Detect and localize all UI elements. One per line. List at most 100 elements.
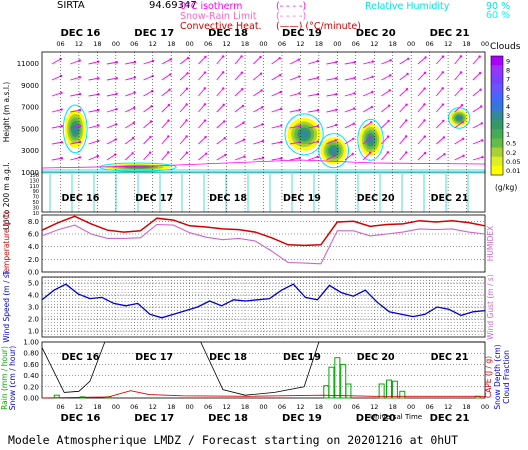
y-tick-label: 0.80 <box>23 350 39 358</box>
day-label: DEC 20 <box>357 352 395 363</box>
wind-arrow-head <box>148 151 152 154</box>
wind-arrow <box>124 137 134 145</box>
wind-arrow-head <box>185 119 188 122</box>
wind-arrow-head <box>353 61 356 64</box>
station-coords: 94.69347 <box>149 0 197 11</box>
station-name: SIRTA <box>57 0 85 11</box>
day-label: DEC 17 <box>135 193 173 204</box>
wind-arrow <box>326 139 336 145</box>
wind-arrow <box>179 136 187 145</box>
colorbar-swatch <box>491 83 503 94</box>
colorbar-tick: 5 <box>506 94 510 102</box>
wind-arrow-head <box>78 109 82 112</box>
wind-arrow-head <box>280 157 283 160</box>
hour-label: 12 <box>222 403 230 411</box>
wind-arrow <box>417 57 426 65</box>
hour-label: 12 <box>149 40 157 48</box>
wind-arrow <box>51 109 62 113</box>
hour-label: 06 <box>204 40 212 48</box>
wind-arrow <box>179 104 187 113</box>
wind-arrow <box>417 120 425 129</box>
wind-speed-line <box>41 283 486 319</box>
rain-bar <box>378 383 385 399</box>
colorbar-tick: 6 <box>506 85 510 93</box>
cloud-y-label: Height (m a.s.l.) <box>2 82 11 143</box>
wind-arrow <box>362 121 372 129</box>
y-tick-label-low: 70 <box>33 195 39 201</box>
wind-arrow <box>88 125 99 129</box>
wind-arrow-head <box>279 90 282 94</box>
hour-label: 00 <box>259 403 267 411</box>
hour-label: 00 <box>186 403 194 411</box>
wind-arrow <box>289 157 300 161</box>
wind-arrow-head <box>480 122 483 125</box>
colorbar-swatch <box>491 101 503 112</box>
wind-arrow-head <box>97 76 100 80</box>
wind-arrow-head <box>478 55 481 58</box>
colorbar-tick: 2 <box>506 121 510 129</box>
wind-arrow-head <box>115 76 118 80</box>
hour-label: 12 <box>75 40 83 48</box>
wind-arrow <box>344 92 355 97</box>
colorbar-swatch <box>491 156 503 167</box>
wind-arrow-head <box>386 151 390 154</box>
wind-arrow-head <box>133 106 136 109</box>
wind-arrow-head <box>369 136 372 139</box>
legend-label: 0°C isotherm <box>180 1 242 12</box>
wind-arrow <box>399 58 409 65</box>
hour-label: 12 <box>296 403 304 411</box>
wind-arrow <box>454 56 462 65</box>
wind-arrow <box>253 90 262 97</box>
wind-arrow <box>399 136 407 145</box>
wind-arrow <box>472 72 481 81</box>
wind-arrow <box>216 121 225 129</box>
colorbar-swatch <box>491 165 503 176</box>
wind-arrow-head <box>223 136 227 140</box>
wind-arrow <box>198 136 206 145</box>
humidity-contour <box>357 118 384 161</box>
wind-arrow <box>125 107 135 113</box>
wind-arrow-head <box>149 135 152 139</box>
wind-arrow-head <box>280 140 283 144</box>
wind-arrow <box>234 156 245 161</box>
y-tick-label: 4.0 <box>28 292 39 300</box>
wind-arrow <box>161 74 171 81</box>
wind-arrow-head <box>423 135 426 138</box>
cloud-fraction-y-label: Cloud Fraction <box>502 350 511 404</box>
wind-arrow <box>289 141 300 145</box>
legend-sample: (——) (°C/minute) <box>276 21 361 32</box>
hour-label: 06 <box>278 403 286 411</box>
wind-arrow <box>289 76 300 81</box>
y-tick-label: 2.0 <box>28 316 39 324</box>
day-label: DEC 19 <box>283 193 321 204</box>
rain-bar <box>345 383 352 399</box>
day-label: DEC 16 <box>60 28 100 39</box>
wind-arrow-head <box>279 73 282 77</box>
wind-arrow-head <box>78 92 82 96</box>
wind-arrow <box>234 105 244 113</box>
wind-arrow <box>472 106 482 113</box>
wind-arrow-head <box>78 156 82 159</box>
wind-arrow <box>143 60 154 65</box>
wind-arrow <box>253 106 263 113</box>
wind-arrow-head <box>132 121 135 125</box>
wind-arrow-head <box>298 125 301 128</box>
wind-arrow-head <box>461 137 465 141</box>
wind-arrow-head <box>204 152 208 155</box>
colorbar-tick: 0.2 <box>506 149 516 157</box>
wind-arrow <box>308 60 318 65</box>
legend-sample: (- - - -) <box>276 1 306 12</box>
wind-arrow <box>344 61 355 65</box>
wind-arrow-head <box>442 136 446 139</box>
rain-bar <box>334 357 341 399</box>
temp-bg <box>42 215 485 272</box>
wind-arrow-head <box>60 91 63 94</box>
wind-arrow <box>70 109 81 113</box>
wind-arrow-head <box>461 120 464 124</box>
precip-bg <box>42 342 485 398</box>
wind-arrow <box>454 138 464 145</box>
wind-arrow <box>271 125 282 129</box>
wind-arrow-head <box>97 93 100 96</box>
wind-arrow <box>326 61 337 65</box>
wind-arrow <box>454 72 462 81</box>
